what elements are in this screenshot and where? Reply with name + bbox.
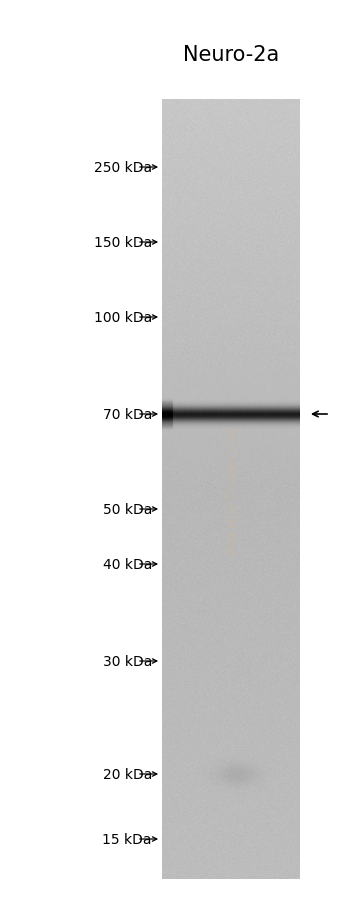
Text: 40 kDa: 40 kDa [103, 557, 152, 571]
Text: 250 kDa: 250 kDa [94, 161, 152, 175]
Text: 70 kDa: 70 kDa [103, 408, 152, 421]
Text: 20 kDa: 20 kDa [103, 767, 152, 781]
Text: 100 kDa: 100 kDa [94, 310, 152, 325]
Text: Neuro-2a: Neuro-2a [183, 45, 279, 65]
Text: 50 kDa: 50 kDa [103, 502, 152, 517]
Text: WWW.PTGABCOM: WWW.PTGABCOM [224, 424, 238, 556]
Text: 15 kDa: 15 kDa [102, 832, 152, 846]
Text: 150 kDa: 150 kDa [94, 235, 152, 250]
Text: 30 kDa: 30 kDa [103, 654, 152, 668]
